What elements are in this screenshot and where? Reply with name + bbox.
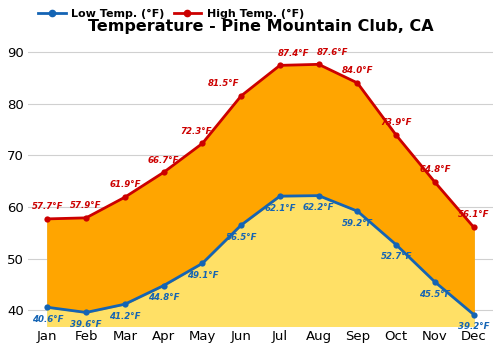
Text: 56.5°F: 56.5°F — [226, 233, 257, 242]
Text: 62.2°F: 62.2°F — [303, 203, 334, 212]
Text: 56.1°F: 56.1°F — [458, 210, 490, 219]
Text: 39.6°F: 39.6°F — [70, 320, 102, 329]
Text: 87.4°F: 87.4°F — [278, 49, 309, 58]
Text: 59.2°F: 59.2°F — [342, 219, 373, 228]
Text: 49.1°F: 49.1°F — [186, 271, 218, 280]
Text: 45.5°F: 45.5°F — [419, 290, 450, 299]
Text: 72.3°F: 72.3°F — [181, 127, 212, 136]
Text: 57.9°F: 57.9°F — [70, 201, 102, 210]
Text: 57.7°F: 57.7°F — [32, 202, 63, 211]
Text: 62.1°F: 62.1°F — [264, 204, 296, 213]
Text: 81.5°F: 81.5°F — [208, 79, 240, 88]
Title: Temperature - Pine Mountain Club, CA: Temperature - Pine Mountain Club, CA — [88, 19, 434, 34]
Text: 64.8°F: 64.8°F — [419, 166, 450, 174]
Text: 52.7°F: 52.7°F — [380, 252, 412, 261]
Text: 61.9°F: 61.9°F — [109, 181, 140, 189]
Text: 84.0°F: 84.0°F — [342, 66, 373, 75]
Legend: Low Temp. (°F), High Temp. (°F): Low Temp. (°F), High Temp. (°F) — [34, 4, 308, 23]
Text: 66.7°F: 66.7°F — [148, 156, 180, 164]
Text: 44.8°F: 44.8°F — [148, 293, 180, 302]
Text: 73.9°F: 73.9°F — [380, 118, 412, 127]
Text: 39.2°F: 39.2°F — [458, 322, 490, 331]
Text: 87.6°F: 87.6°F — [316, 48, 348, 57]
Text: 40.6°F: 40.6°F — [32, 315, 63, 324]
Text: 41.2°F: 41.2°F — [109, 312, 140, 321]
